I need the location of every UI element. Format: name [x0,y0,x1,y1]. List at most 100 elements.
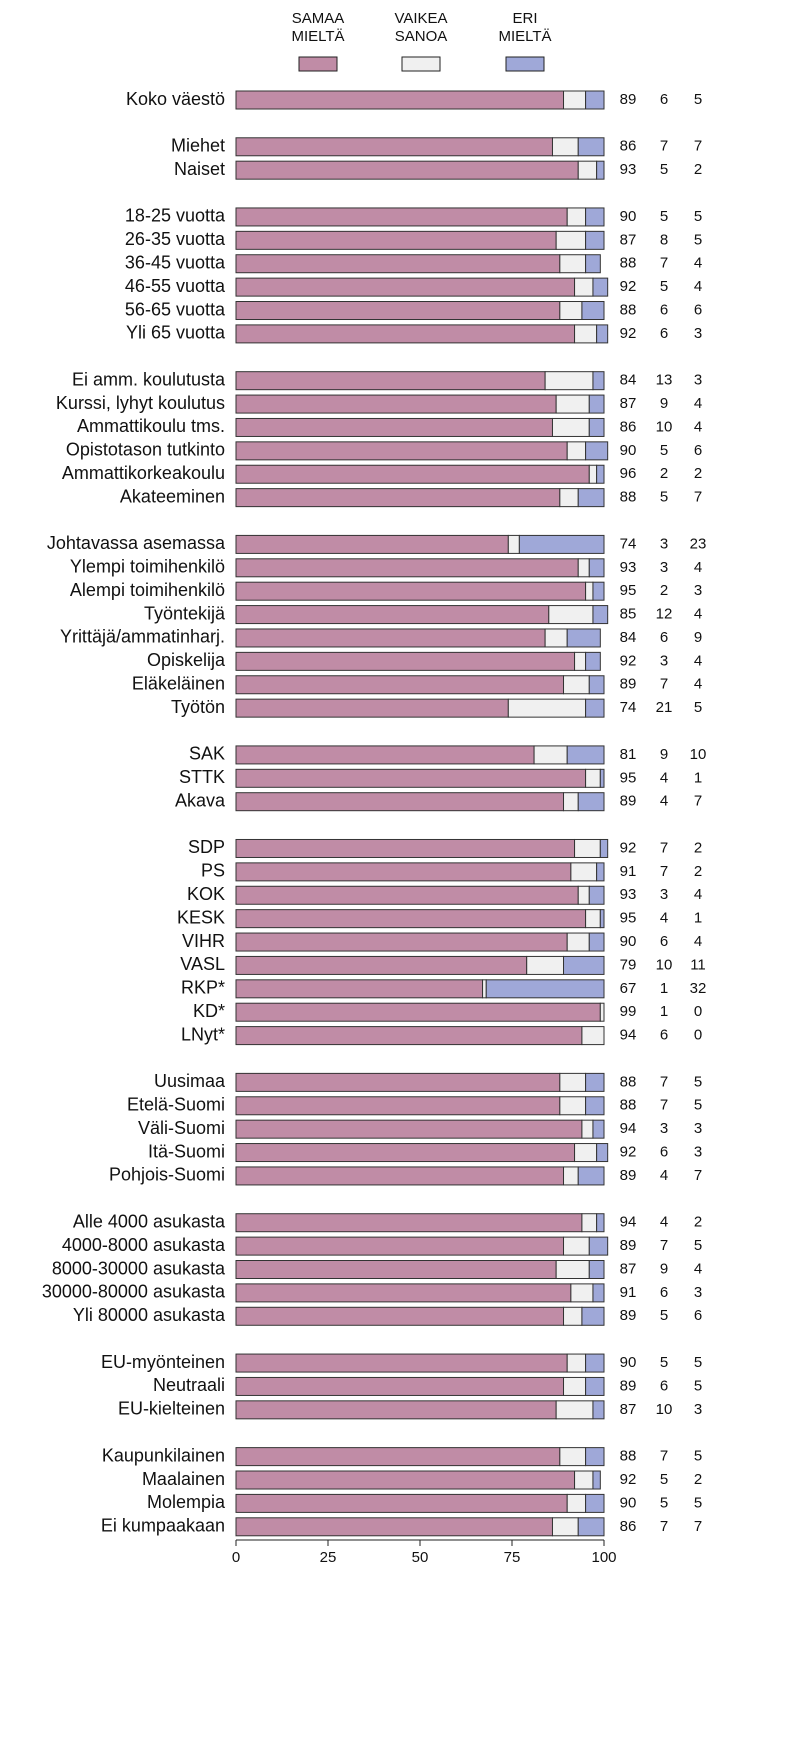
value-label: 92 [620,1144,637,1161]
bar-segment [235,1517,553,1537]
bar-segment [235,1236,565,1256]
category-label: 26-35 vuotta [125,229,226,249]
value-label: 4 [694,676,702,693]
bar-segment [559,301,583,321]
value-label: 92 [620,652,637,669]
bar-segment [566,932,590,952]
category-label: PS [201,861,225,881]
value-label: 96 [620,465,637,482]
bar-segment [592,277,609,297]
category-label: VASL [180,954,225,974]
bar-segment [596,324,609,344]
value-label: 6 [660,301,668,318]
bar-segment [551,417,590,437]
x-tick-label: 50 [412,1549,429,1566]
value-label: 93 [620,559,637,576]
bar-segment [544,371,594,391]
value-label: 4 [694,886,702,903]
value-label: 99 [620,1003,637,1020]
bar-segment [585,207,605,227]
value-label: 94 [620,1214,637,1231]
bar-segment [577,1166,605,1186]
category-label: Opistotason tutkinto [66,440,225,460]
value-label: 94 [620,1027,637,1044]
value-label: 5 [694,1377,702,1394]
value-label: 88 [620,1448,637,1465]
bar-segment [599,1002,605,1022]
bar-segment [235,90,565,110]
value-label: 9 [660,746,668,763]
x-tick-label: 75 [504,1549,521,1566]
bar-segment [581,1213,598,1233]
value-label: 87 [620,231,637,248]
category-label: KOK [187,884,225,904]
value-label: 4 [660,793,668,810]
legend-label: SAMAA MIELTÄ [291,10,345,45]
value-label: 13 [656,372,673,389]
bar-segment [235,230,557,250]
bar-segment [518,534,605,554]
category-label: EU-kielteinen [118,1399,225,1419]
value-label: 90 [620,208,637,225]
category-label: SAK [189,744,225,764]
bar-segment [235,441,568,461]
bar-segment [592,371,605,391]
category-label: KD* [193,1001,225,1021]
category-label: 36-45 vuotta [125,252,226,272]
value-label: 7 [660,138,668,155]
value-label: 7 [660,1448,668,1465]
value-label: 2 [694,1214,702,1231]
value-label: 6 [660,325,668,342]
bar-segment [585,1376,605,1396]
value-label: 95 [620,769,637,786]
value-label: 84 [620,372,637,389]
bar-segment [235,207,568,227]
bar-segment [596,1213,605,1233]
value-label: 21 [656,699,673,716]
bar-segment [235,909,587,929]
value-label: 4 [694,652,702,669]
value-label: 7 [660,1518,668,1535]
bar-segment [566,207,587,227]
bar-segment [235,955,528,975]
bar-segment [559,1072,587,1092]
value-label: 5 [694,1448,702,1465]
value-label: 89 [620,676,637,693]
bar-segment [574,651,587,671]
bar-segment [235,417,553,437]
value-label: 6 [660,1377,668,1394]
bar-segment [235,1260,557,1279]
category-label: Ei kumpaakaan [101,1516,225,1536]
value-label: 2 [660,582,668,599]
bar-segment [566,441,587,461]
value-label: 5 [660,442,668,459]
value-label: 92 [620,278,637,295]
value-label: 90 [620,442,637,459]
bar-segment [235,885,579,905]
value-label: 5 [694,1494,702,1511]
value-label: 4 [660,1214,668,1231]
bar-segment [592,581,605,601]
value-label: 1 [660,980,668,997]
bar-segment [585,1096,605,1116]
value-label: 7 [694,489,702,506]
category-label: Yrittäjä/ammatinharj. [60,627,225,647]
value-label: 3 [660,652,668,669]
value-label: 6 [660,1144,668,1161]
value-label: 23 [690,535,707,552]
bar-segment [235,1493,568,1513]
bar-segment [566,745,605,765]
bar-segment [235,464,590,484]
bar-segment [588,1236,609,1256]
bar-segment [596,862,605,882]
bar-segment [563,1166,579,1186]
bar-segment [585,90,605,110]
value-label: 94 [620,1120,637,1137]
value-label: 6 [660,91,668,108]
bar-segment [588,464,598,484]
value-label: 2 [694,1471,702,1488]
value-label: 4 [694,559,702,576]
bar-segment [235,277,576,297]
bar-segment [551,1517,579,1537]
category-label: Opiskelija [147,650,226,670]
